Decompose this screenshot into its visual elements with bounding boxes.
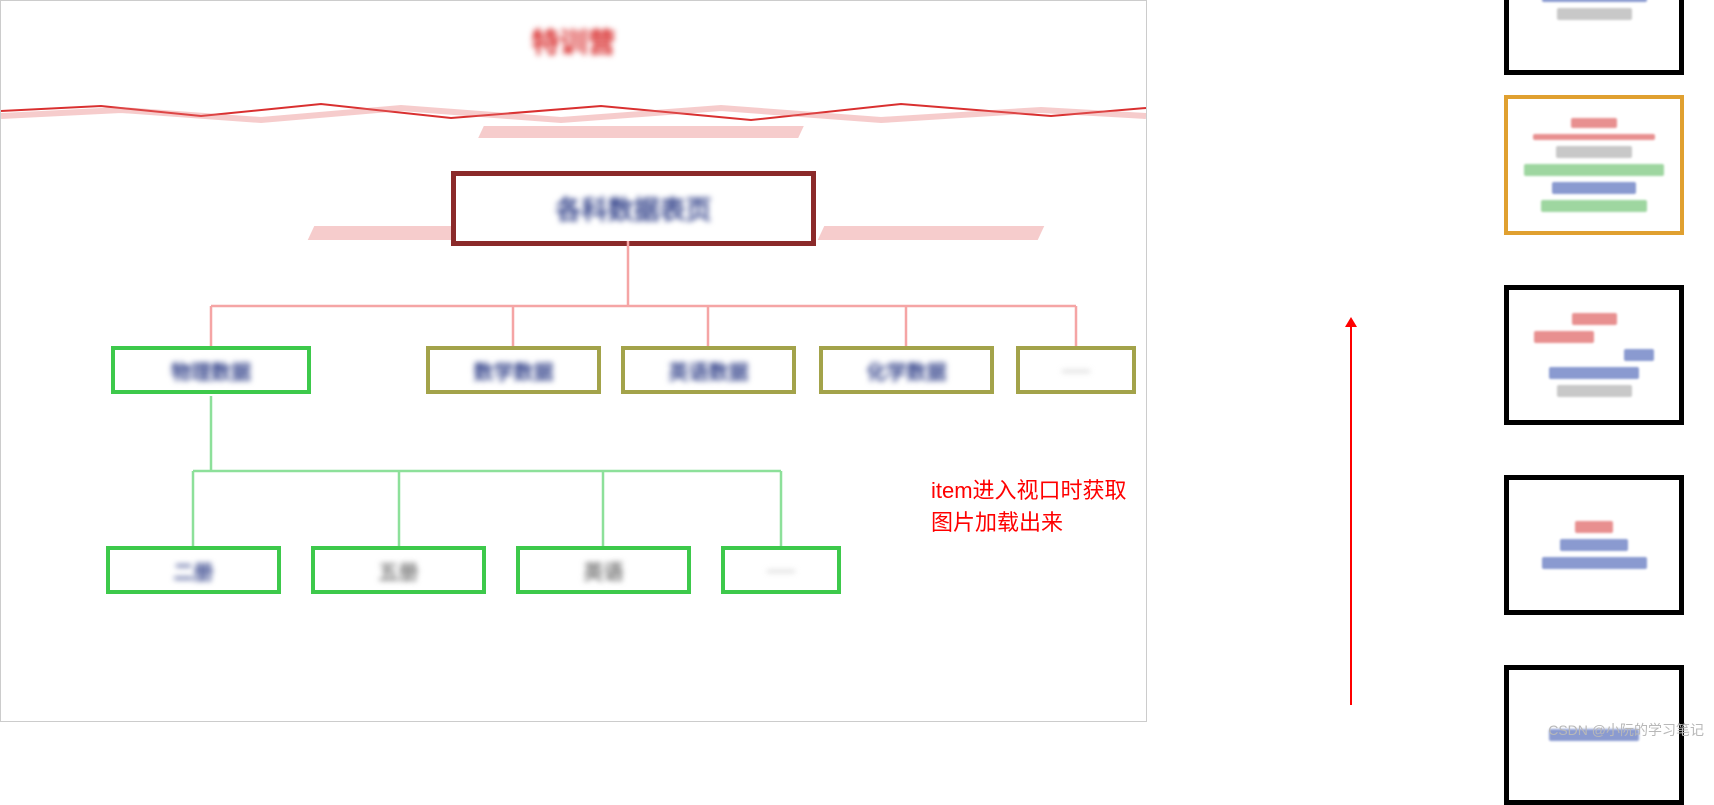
l2-node-chemistry: 化学数据 xyxy=(819,346,994,394)
l3-node-more: —— xyxy=(721,546,841,594)
red-swash-deco xyxy=(478,126,804,138)
l2-node-more: —— xyxy=(1016,346,1136,394)
l2-node-label: 英语数据 xyxy=(669,356,749,385)
l2-node-math: 数学数据 xyxy=(426,346,601,394)
thumbnail-item-selected[interactable] xyxy=(1504,95,1684,235)
red-swash-deco xyxy=(308,226,465,240)
thumbnail-sidebar xyxy=(1504,0,1704,748)
l3-node-label: —— xyxy=(767,562,795,578)
watermark-text: CSDN @小阮的学习笔记 xyxy=(1548,720,1704,740)
main-slide-canvas: 特训营 各科数据表页 物理数据 数学数据 英语数据 化学 xyxy=(0,0,1147,722)
l2-node-physics: 物理数据 xyxy=(111,346,311,394)
l3-node-label: 英语 xyxy=(584,556,624,585)
diagram-title: 特训营 xyxy=(531,21,615,61)
l2-node-label: —— xyxy=(1062,362,1090,378)
root-node-label: 各科数据表页 xyxy=(555,190,711,227)
arrow-up-icon xyxy=(1350,325,1352,705)
l2-node-english: 英语数据 xyxy=(621,346,796,394)
l3-node-label: 五册 xyxy=(379,556,419,585)
l3-node-2: 五册 xyxy=(311,546,486,594)
level3-row: 二册 五册 英语 —— xyxy=(1,546,1146,601)
root-node: 各科数据表页 xyxy=(451,171,816,246)
red-swash-deco xyxy=(818,226,1045,240)
annotation-text: item进入视口时获取图片加载出来 xyxy=(931,473,1146,537)
l3-node-1: 二册 xyxy=(106,546,281,594)
l2-node-label: 物理数据 xyxy=(171,356,251,385)
thumbnail-item[interactable] xyxy=(1504,475,1684,615)
l3-node-label: 二册 xyxy=(174,556,214,585)
l3-node-3: 英语 xyxy=(516,546,691,594)
level2-row: 物理数据 数学数据 英语数据 化学数据 —— xyxy=(1,346,1146,406)
decorative-red-line xyxy=(1,96,1146,126)
thumbnail-item[interactable] xyxy=(1504,285,1684,425)
l2-node-label: 数学数据 xyxy=(474,356,554,385)
thumbnail-item[interactable] xyxy=(1504,0,1684,75)
l2-node-label: 化学数据 xyxy=(867,356,947,385)
